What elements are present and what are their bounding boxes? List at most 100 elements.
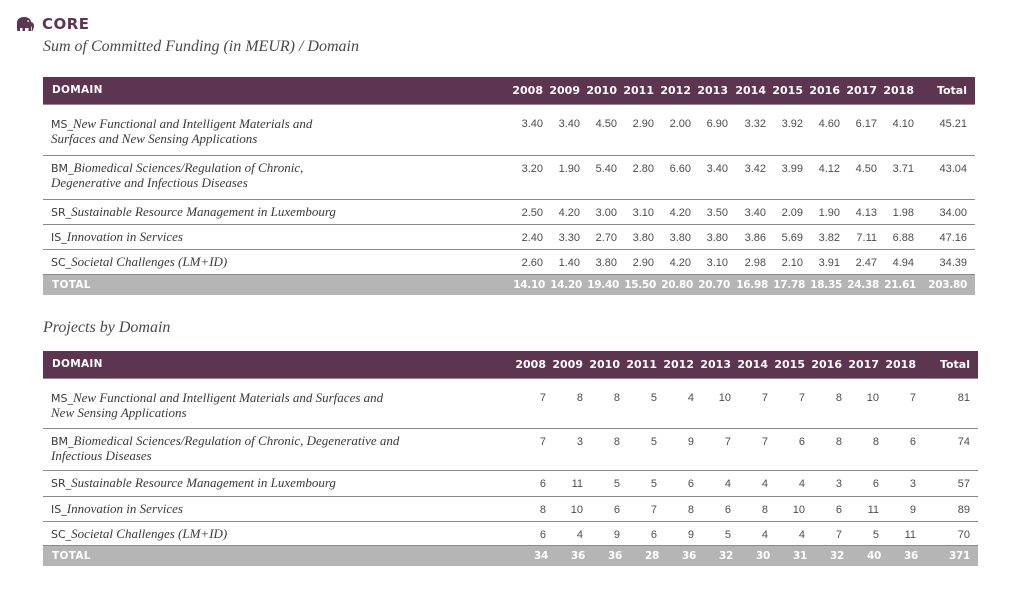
value-cell: 6 xyxy=(587,496,624,522)
value-cell: 3.82 xyxy=(807,224,844,250)
value-cell: 3.40 xyxy=(732,199,770,225)
domain-name: Innovation in Services xyxy=(66,228,183,244)
column-header: 2009 xyxy=(550,351,587,378)
value-cell: 6 xyxy=(809,496,846,522)
column-total-cell: 21.61 xyxy=(881,274,918,295)
row-total-cell: 81 xyxy=(920,377,978,429)
value-cell: 3.80 xyxy=(621,224,658,250)
row-total-cell: 74 xyxy=(920,428,978,471)
value-cell: 8 xyxy=(587,377,624,429)
value-cell: 4 xyxy=(772,470,809,497)
domain-name: Sustainable Resource Management in Luxem… xyxy=(71,474,336,490)
total-label: TOTAL xyxy=(43,274,509,295)
value-cell: 7 xyxy=(735,428,772,471)
value-cell: 4 xyxy=(698,470,735,497)
value-cell: 2.09 xyxy=(770,199,807,225)
value-cell: 8 xyxy=(661,496,698,522)
value-cell: 4.50 xyxy=(584,103,621,156)
column-total-cell: 36 xyxy=(661,545,698,566)
domain-cell: SR_Sustainable Resource Management in Lu… xyxy=(43,199,509,225)
column-total-cell: 15.50 xyxy=(621,274,658,295)
value-cell: 3.92 xyxy=(770,103,807,156)
value-cell: 4.20 xyxy=(658,199,695,225)
column-header: 2012 xyxy=(658,77,695,104)
value-cell: 5 xyxy=(587,470,624,497)
value-cell: 3.32 xyxy=(732,103,770,156)
value-cell: 8 xyxy=(846,428,883,471)
value-cell: 6 xyxy=(846,470,883,497)
column-total-cell: 14.20 xyxy=(547,274,584,295)
grand-total-cell: 371 xyxy=(920,545,978,566)
column-header: 2010 xyxy=(584,77,621,104)
column-total-cell: 30 xyxy=(735,545,772,566)
column-total-cell: 20.70 xyxy=(695,274,732,295)
value-cell: 6 xyxy=(661,470,698,497)
column-total-cell: 36 xyxy=(550,545,587,566)
value-cell: 8 xyxy=(513,496,550,522)
value-cell: 7 xyxy=(883,377,920,429)
domain-cell: IS_Innovation in Services xyxy=(43,224,509,250)
value-cell: 4 xyxy=(661,377,698,429)
value-cell: 4.10 xyxy=(881,103,918,156)
domain-cell: MS_New Functional and Intelligent Materi… xyxy=(43,103,509,156)
value-cell: 8 xyxy=(809,428,846,471)
domain-name: Biomedical Sciences/Regulation of Chroni… xyxy=(73,432,400,448)
value-cell: 1.90 xyxy=(547,155,584,200)
brand-name: CORE xyxy=(42,15,90,33)
value-cell: 2.90 xyxy=(621,103,658,156)
value-cell: 4.13 xyxy=(844,199,881,225)
value-cell: 6 xyxy=(772,428,809,471)
value-cell: 8 xyxy=(809,377,846,429)
column-header: 2014 xyxy=(732,77,770,104)
domain-name: New Functional and Intelligent Materials… xyxy=(72,115,313,131)
value-cell: 6.90 xyxy=(695,103,732,156)
value-cell: 3.30 xyxy=(547,224,584,250)
value-cell: 4 xyxy=(772,521,809,546)
column-header: DOMAIN xyxy=(43,77,509,104)
value-cell: 3.80 xyxy=(658,224,695,250)
row-total-cell: 70 xyxy=(920,521,978,546)
column-header: 2017 xyxy=(846,351,883,378)
column-header: 2015 xyxy=(772,351,809,378)
value-cell: 1.98 xyxy=(881,199,918,225)
value-cell: 3.80 xyxy=(584,249,621,275)
domain-name-continued: New Sensing Applications xyxy=(51,404,187,420)
value-cell: 11 xyxy=(846,496,883,522)
domain-name: New Functional and Intelligent Materials… xyxy=(72,389,384,405)
row-total-cell: 45.21 xyxy=(918,103,975,156)
domain-cell: BM_Biomedical Sciences/Regulation of Chr… xyxy=(43,428,513,471)
funding-caption: Sum of Committed Funding (in MEUR) / Dom… xyxy=(43,38,359,55)
value-cell: 8 xyxy=(550,377,587,429)
column-total-cell: 40 xyxy=(846,545,883,566)
value-cell: 6.60 xyxy=(658,155,695,200)
table-row: BM_Biomedical Sciences/Regulation of Chr… xyxy=(43,155,975,200)
domain-name-continued: Infectious Diseases xyxy=(51,447,152,463)
column-total-cell: 36 xyxy=(883,545,920,566)
value-cell: 7 xyxy=(513,377,550,429)
value-cell: 5.69 xyxy=(770,224,807,250)
value-cell: 3.42 xyxy=(732,155,770,200)
value-cell: 3.99 xyxy=(770,155,807,200)
column-total-cell: 24.38 xyxy=(844,274,881,295)
domain-code: IS_ xyxy=(51,502,67,516)
total-row: TOTAL 34 36 36 28 36 32 30 31 32 40 36 371 xyxy=(43,545,978,566)
value-cell: 7 xyxy=(735,377,772,429)
row-total-cell: 47.16 xyxy=(918,224,975,250)
value-cell: 3.10 xyxy=(621,199,658,225)
domain-name: Societal Challenges (LM+ID) xyxy=(71,525,228,541)
value-cell: 3 xyxy=(809,470,846,497)
value-cell: 4.12 xyxy=(807,155,844,200)
value-cell: 4 xyxy=(735,470,772,497)
value-cell: 5 xyxy=(624,377,661,429)
table-row: SR_Sustainable Resource Management in Lu… xyxy=(43,470,978,497)
column-total-cell: 18.35 xyxy=(807,274,844,295)
domain-code: MS_ xyxy=(51,117,73,131)
domain-code: SR_ xyxy=(51,205,72,219)
value-cell: 3.20 xyxy=(509,155,547,200)
value-cell: 4.20 xyxy=(547,199,584,225)
table-row: MS_New Functional and Intelligent Materi… xyxy=(43,377,978,429)
column-header: 2009 xyxy=(547,77,584,104)
value-cell: 6.17 xyxy=(844,103,881,156)
value-cell: 7 xyxy=(772,377,809,429)
value-cell: 6 xyxy=(513,521,550,546)
